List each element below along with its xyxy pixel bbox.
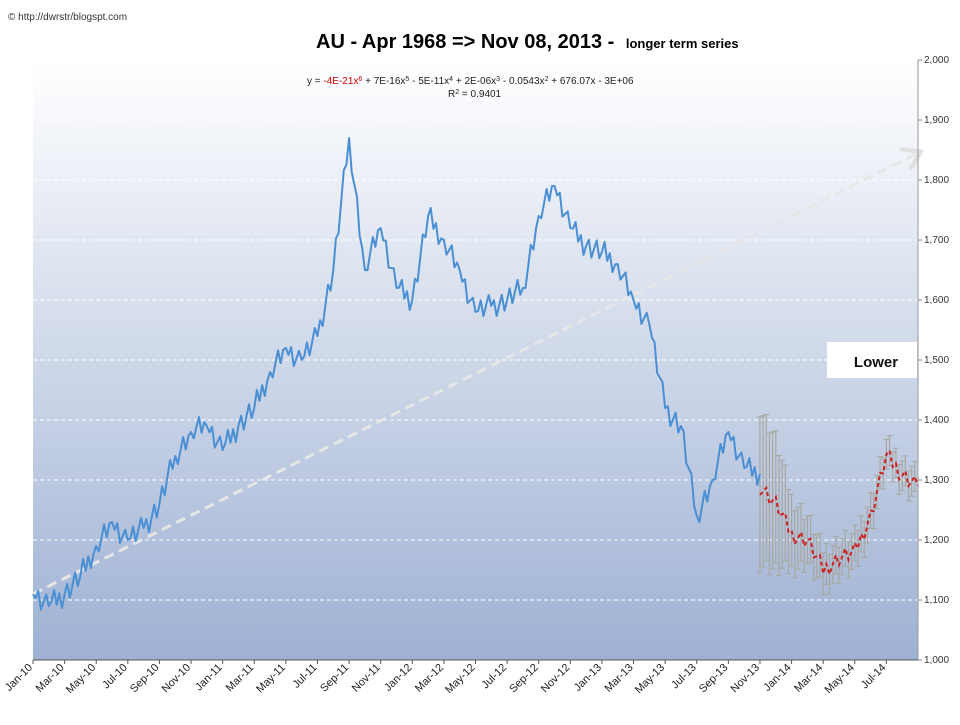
equation-term: - 5E-11x [409,76,449,87]
x-tick-label: Jul-13 [669,662,699,692]
x-tick-label: Mar-12 [413,662,446,695]
trend-equation: y = -4E-21x6 + 7E-16x5 - 5E-11x4 + 2E-06… [307,76,634,88]
y-tick-label: 1,600 [924,295,949,306]
y-tick-label: 1,200 [924,535,949,546]
x-tick-label: Jul-14 [859,662,889,692]
x-tick-label: Jan-11 [193,662,225,694]
x-tick-label: Nov-11 [350,662,383,695]
x-tick-label: Mar-10 [34,662,67,695]
source-credit: © http://dwrstr/blogspt.com [8,12,127,23]
gridlines [33,119,918,601]
equation-exponent: 2 [545,76,549,83]
equation-exponent: 5 [405,76,409,83]
x-tick-label: May-14 [822,662,856,696]
x-tick-label: Mar-14 [792,662,825,695]
x-tick-label: Jan-14 [761,662,793,694]
series-lines [32,137,919,611]
projection-series-line [759,448,919,578]
y-tick-label: 1,500 [924,355,949,366]
equation-term: - 0.0543x [500,76,544,87]
equation-term: + 2E-06x [453,76,496,87]
x-tick-label: Jul-10 [100,662,130,692]
lower-annotation: Lower [854,354,898,371]
x-tick-label: May-11 [254,662,288,696]
r-squared: R2 = 0.9401 [448,89,502,101]
r2-label: R [448,89,455,100]
x-tick-label: Jan-12 [382,662,414,694]
x-tick-label: May-10 [64,662,98,696]
trend-arrow [32,153,918,596]
x-tick-label: Sep-10 [128,662,162,696]
chart-title: AU - Apr 1968 => Nov 08, 2013 - longer t… [316,31,739,53]
x-tick-label: Jul-12 [480,662,510,692]
equation-prefix: y = [307,76,323,87]
y-tick-label: 1,800 [924,175,949,186]
x-tick-label: May-12 [443,662,477,696]
x-tick-label: Nov-12 [539,662,573,696]
trend-line [32,153,918,596]
y-tick-label: 1,100 [924,595,949,606]
equation-term: + 676.07x - 3E+06 [548,76,634,87]
price-series-line [32,137,761,611]
y-tick-label: 2,000 [924,55,949,66]
equation-leading-term: -4E-21x [323,76,358,87]
x-tick-label: Mar-11 [224,662,257,695]
y-axis-ticks: 1,000 1,100 1,200 1,300 1,400 1,500 1,600 1,700… [918,55,949,666]
equation-exponent: 6 [358,76,362,83]
x-tick-label: Sep-12 [507,662,541,696]
equation-exponent: 3 [496,76,500,83]
x-tick-label: May-13 [633,662,667,696]
x-tick-label: Sep-13 [697,662,731,696]
y-tick-label: 1,900 [924,115,949,126]
x-tick-label: Jan-13 [572,662,604,694]
x-tick-label: Nov-13 [729,662,763,696]
x-tick-label: Jul-11 [290,662,319,691]
chart-subtitle: longer term series [626,36,739,51]
y-tick-label: 1,700 [924,235,949,246]
equation-exponent: 4 [449,76,453,83]
r2-value: = 0.9401 [459,89,501,100]
y-tick-label: 1,400 [924,415,949,426]
x-tick-label: Nov-10 [160,662,194,696]
x-tick-label: Mar-13 [603,662,636,695]
y-tick-label: 1,300 [924,475,949,486]
equation-term: + 7E-16x [362,76,405,87]
x-tick-label: Jan-10 [3,662,35,694]
chart-title-main: AU - Apr 1968 => Nov 08, 2013 - [316,31,620,53]
x-tick-label: Sep-11 [318,662,351,695]
r2-exponent: 2 [455,89,459,96]
lower-annotation-box [827,342,917,378]
y-tick-label: 1,000 [924,655,949,666]
